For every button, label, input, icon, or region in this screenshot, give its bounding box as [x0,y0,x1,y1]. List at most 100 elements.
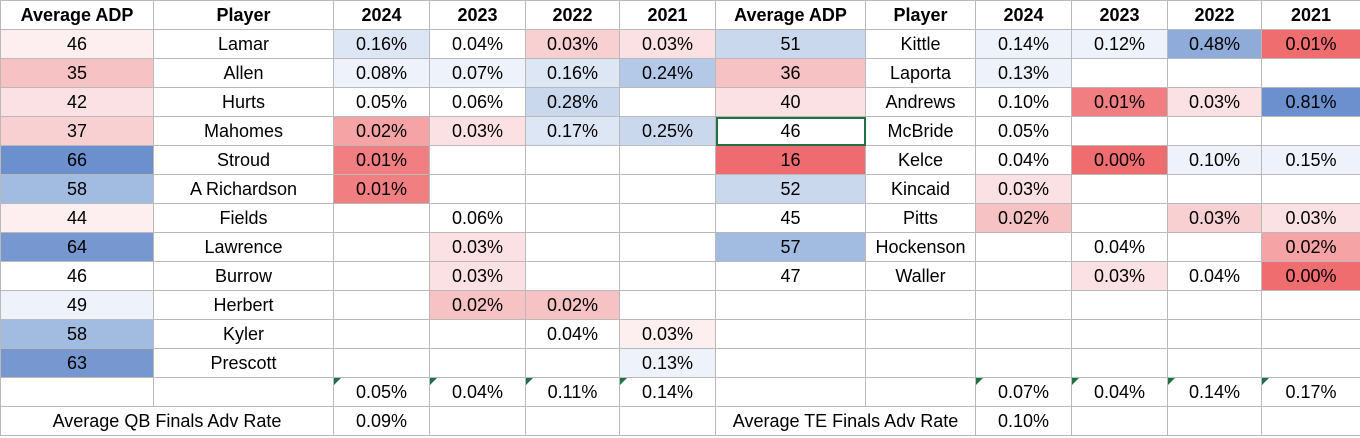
qb-adp-cell[interactable]: 35 [0,58,154,88]
te-rate-cell[interactable]: 0.04% [975,145,1072,175]
qb-adp-cell[interactable]: 58 [0,174,154,204]
header-cell[interactable]: 2022 [1167,0,1262,30]
te-rate-cell[interactable] [1167,58,1262,88]
te-rate-cell[interactable] [1261,290,1360,320]
qb-rate-cell[interactable]: 0.03% [429,116,526,146]
qb-rate-cell[interactable] [619,145,716,175]
te-rate-cell[interactable] [1167,319,1262,349]
te-rate-cell[interactable] [1071,290,1168,320]
empty-cell[interactable] [1167,406,1262,436]
qb-rate-cell[interactable]: 0.08% [333,58,430,88]
te-rate-cell[interactable]: 0.81% [1261,87,1360,117]
te-adp-cell[interactable] [715,319,866,349]
qb-rate-cell[interactable] [333,232,430,262]
qb-adp-cell[interactable]: 46 [0,261,154,291]
te-rate-cell[interactable] [975,290,1072,320]
qb-rate-cell[interactable] [333,290,430,320]
te-rate-cell[interactable] [975,232,1072,262]
te-rate-cell[interactable]: 0.01% [1071,87,1168,117]
empty-cell[interactable] [619,406,716,436]
te-rate-cell[interactable] [1261,174,1360,204]
te-rate-cell[interactable] [1167,116,1262,146]
qb-rate-cell[interactable] [525,348,620,378]
qb-rate-cell[interactable] [429,348,526,378]
te-adp-cell[interactable]: 52 [715,174,866,204]
te-rate-cell[interactable]: 0.10% [1167,145,1262,175]
te-rate-cell[interactable] [1071,116,1168,146]
te-rate-cell[interactable]: 0.12% [1071,29,1168,59]
qb-rate-cell[interactable] [333,203,430,233]
qb-rate-cell[interactable] [619,232,716,262]
qb-rate-cell[interactable]: 0.03% [525,29,620,59]
header-cell[interactable]: Average ADP [0,0,154,30]
qb-rate-cell[interactable] [619,290,716,320]
te-rate-cell[interactable]: 0.10% [975,87,1072,117]
te-rate-cell[interactable] [1167,174,1262,204]
te-rate-cell[interactable] [1071,174,1168,204]
te-adp-cell[interactable]: 40 [715,87,866,117]
qb-rate-cell[interactable] [429,319,526,349]
empty-cell[interactable] [0,377,154,407]
qb-player-cell[interactable]: Kyler [153,319,334,349]
qb-rate-cell[interactable]: 0.03% [429,232,526,262]
qb-year-average-cell[interactable]: 0.05% [333,377,430,407]
qb-rate-cell[interactable] [429,145,526,175]
qb-rate-cell[interactable] [525,261,620,291]
te-rate-cell[interactable] [1071,58,1168,88]
qb-rate-cell[interactable]: 0.28% [525,87,620,117]
qb-adp-cell[interactable]: 64 [0,232,154,262]
header-cell[interactable]: 2024 [975,0,1072,30]
qb-rate-cell[interactable] [619,261,716,291]
te-rate-cell[interactable] [1071,348,1168,378]
qb-rate-cell[interactable]: 0.02% [429,290,526,320]
qb-player-cell[interactable]: Herbert [153,290,334,320]
te-rate-cell[interactable]: 0.04% [1167,261,1262,291]
te-average-label[interactable]: Average TE Finals Adv Rate [715,406,976,436]
te-rate-cell[interactable] [1261,319,1360,349]
qb-rate-cell[interactable]: 0.02% [525,290,620,320]
empty-cell[interactable] [429,406,526,436]
qb-adp-cell[interactable]: 46 [0,29,154,59]
te-adp-cell-selected[interactable]: 46 [715,116,866,146]
te-adp-cell[interactable] [715,348,866,378]
te-adp-cell[interactable]: 57 [715,232,866,262]
te-rate-cell[interactable]: 0.14% [975,29,1072,59]
te-adp-cell[interactable]: 51 [715,29,866,59]
qb-year-average-cell[interactable]: 0.04% [429,377,526,407]
qb-rate-cell[interactable]: 0.17% [525,116,620,146]
te-rate-cell[interactable] [1167,232,1262,262]
te-rate-cell[interactable]: 0.05% [975,116,1072,146]
qb-player-cell[interactable]: Hurts [153,87,334,117]
header-cell[interactable]: 2024 [333,0,430,30]
te-rate-cell[interactable]: 0.03% [975,174,1072,204]
qb-rate-cell[interactable]: 0.06% [429,203,526,233]
qb-rate-cell[interactable]: 0.03% [429,261,526,291]
te-rate-cell[interactable]: 0.04% [1071,232,1168,262]
header-cell[interactable]: 2023 [1071,0,1168,30]
qb-rate-cell[interactable]: 0.01% [333,174,430,204]
qb-player-cell[interactable]: Allen [153,58,334,88]
te-adp-cell[interactable]: 36 [715,58,866,88]
qb-rate-cell[interactable]: 0.13% [619,348,716,378]
header-cell[interactable]: 2023 [429,0,526,30]
qb-adp-cell[interactable]: 42 [0,87,154,117]
qb-rate-cell[interactable] [333,261,430,291]
te-player-cell[interactable]: Pitts [865,203,976,233]
qb-year-average-cell[interactable]: 0.11% [525,377,620,407]
te-rate-cell[interactable]: 0.02% [1261,232,1360,262]
te-rate-cell[interactable]: 0.48% [1167,29,1262,59]
te-rate-cell[interactable] [1167,290,1262,320]
qb-rate-cell[interactable]: 0.04% [525,319,620,349]
te-year-average-cell[interactable]: 0.14% [1167,377,1262,407]
qb-rate-cell[interactable] [525,203,620,233]
te-rate-cell[interactable] [1071,319,1168,349]
empty-cell[interactable] [1071,406,1168,436]
te-rate-cell[interactable]: 0.01% [1261,29,1360,59]
qb-adp-cell[interactable]: 66 [0,145,154,175]
te-year-average-cell[interactable]: 0.04% [1071,377,1168,407]
qb-rate-cell[interactable]: 0.25% [619,116,716,146]
qb-adp-cell[interactable]: 44 [0,203,154,233]
qb-adp-cell[interactable]: 63 [0,348,154,378]
te-rate-cell[interactable]: 0.00% [1071,145,1168,175]
qb-player-cell[interactable]: Prescott [153,348,334,378]
